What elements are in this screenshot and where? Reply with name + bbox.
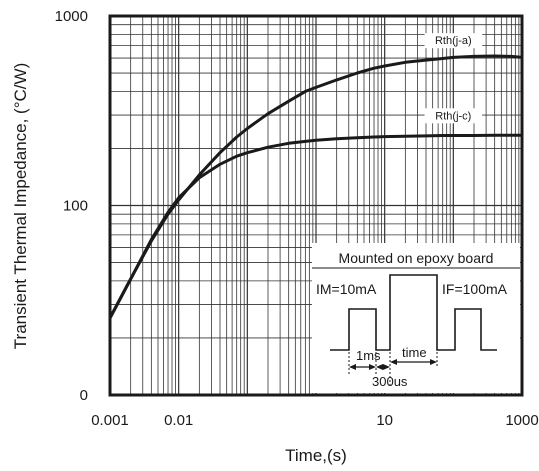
- pulse-waveform: [330, 274, 497, 351]
- series-label-rth-jc: Rth(j-c): [435, 110, 471, 122]
- series-line-rth-jc: [108, 133, 522, 319]
- y-tick-label: 100: [63, 198, 88, 215]
- arrowhead-time-right: [430, 359, 437, 365]
- arrowhead-1ms-left: [349, 364, 356, 370]
- arrowhead-1ms-right: [369, 364, 376, 370]
- inset-left-label: IM=10mA: [316, 281, 377, 297]
- x-axis-title: Time,(s): [285, 446, 347, 465]
- series-label-bg: [424, 108, 483, 124]
- arrowhead-300us-right: [383, 364, 390, 370]
- y-tick-label: 1000: [55, 8, 88, 25]
- plot-frame: [108, 14, 524, 397]
- x-tick-label: 0.001: [91, 412, 129, 429]
- arrowhead-time-left: [390, 359, 397, 365]
- x-tick-label: 10: [376, 412, 393, 429]
- label-time: time: [402, 345, 427, 360]
- x-tick-label: 0.01: [164, 412, 193, 429]
- series-label-bg: [424, 33, 483, 49]
- arrowhead-300us-left: [376, 364, 383, 370]
- y-axis-title: Transient Thermal Impedance, (°C/W): [11, 63, 30, 349]
- test-condition-inset: Mounted on epoxy board IM=10mA IF=100mA …: [312, 243, 520, 393]
- inset-title: Mounted on epoxy board: [339, 250, 494, 266]
- inset-right-label: IF=100mA: [442, 281, 508, 297]
- label-300us: 300us: [372, 374, 408, 389]
- series-labels: Rth(j-a) Rth(j-c): [424, 33, 483, 124]
- series-label-rth-ja: Rth(j-a): [435, 35, 472, 47]
- series-group: [108, 54, 523, 319]
- label-1ms: 1ms: [356, 348, 381, 363]
- y-tick-label: 0: [80, 387, 88, 404]
- x-tick-label: 1000: [505, 412, 538, 429]
